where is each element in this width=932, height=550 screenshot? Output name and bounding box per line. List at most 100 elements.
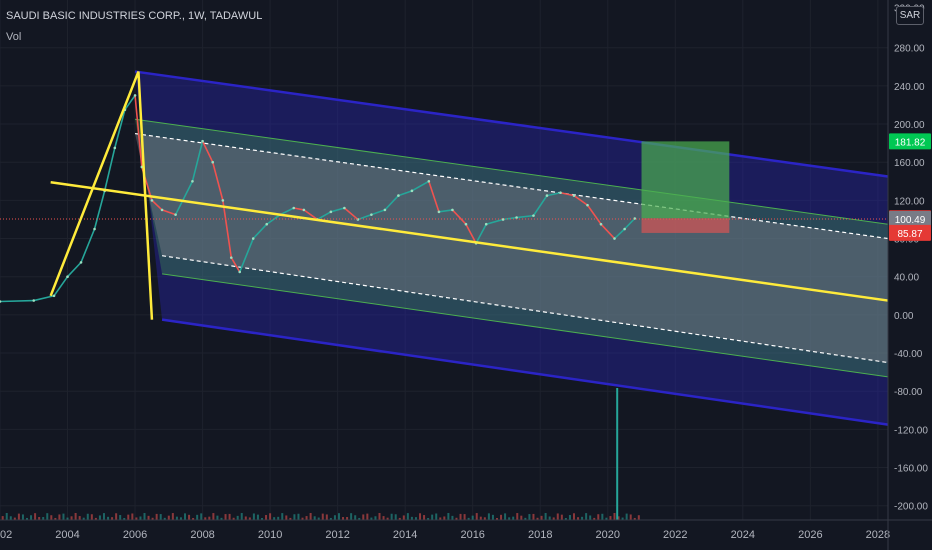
price-tag-box [889, 224, 931, 241]
price-point [160, 208, 164, 212]
volume-bar [524, 517, 527, 520]
inner-channel-lower-line [161, 273, 889, 378]
volume-bar [236, 515, 239, 520]
price-point [599, 222, 603, 226]
y-tick-label: 200.00 [894, 120, 925, 131]
x-tick-label: 2022 [663, 529, 687, 541]
volume-bar [495, 517, 498, 520]
volume-bar [516, 513, 519, 520]
volume-bar [508, 517, 511, 520]
volume-bar [167, 515, 170, 520]
inner-channel-upper-line [134, 118, 889, 225]
price-point [251, 237, 255, 240]
volume-bar [366, 513, 369, 520]
price-segment [475, 223, 487, 244]
price-point [586, 203, 589, 207]
trend-drawings [0, 71, 889, 320]
volume-bar [281, 513, 284, 520]
price-point [464, 222, 468, 226]
volume-bar [260, 517, 263, 520]
volume-bar [350, 513, 353, 520]
volume-bar [224, 514, 227, 520]
x-tick-label: 2016 [460, 529, 484, 541]
volume-bar [451, 515, 454, 520]
volume-bar [131, 513, 134, 520]
currency-button[interactable]: SAR [896, 6, 924, 25]
volume-bar [382, 516, 385, 520]
x-tick-label: 2014 [393, 529, 417, 541]
volume-bar [337, 513, 340, 520]
y-tick-label: 160.00 [894, 158, 925, 169]
volume-bar [232, 517, 235, 520]
volume-bar [70, 516, 73, 520]
price-segment [161, 209, 176, 216]
volume-bar [471, 515, 474, 520]
volume-bar [66, 517, 69, 520]
volume-bar [560, 514, 563, 520]
y-tick-label: -200.00 [894, 502, 928, 513]
volume-bar [143, 513, 146, 520]
price-segment [174, 180, 194, 216]
volume-bar [589, 515, 592, 520]
volume-bar [305, 516, 308, 520]
volume-bar [301, 517, 304, 520]
volume-bar [228, 513, 231, 520]
volume-bar [455, 517, 458, 520]
x-axis: 2002 2004 2006 2008 2010 2012 2014 2016 2018 2020… [0, 519, 932, 541]
volume-bar [593, 517, 596, 520]
volume-bar [633, 517, 636, 520]
volume-bar [216, 515, 219, 520]
price-segment [201, 140, 214, 163]
volume-bar [289, 517, 292, 520]
price-point [221, 199, 225, 202]
volume-bar [329, 517, 332, 520]
volume-bar [200, 513, 203, 520]
price-point [302, 208, 306, 212]
volume-bar [528, 514, 531, 520]
price-segment [438, 209, 453, 213]
volume-bar [54, 517, 57, 520]
chart-grid [0, 0, 888, 520]
volume-bar [50, 515, 53, 520]
volume-bar [1, 516, 4, 520]
volume-bar [390, 513, 393, 520]
volume-bar [5, 513, 8, 520]
price-point [343, 206, 346, 210]
volume-bar [540, 515, 543, 520]
x-tick-label: 2006 [123, 529, 147, 541]
volume-bar [581, 516, 584, 520]
volume-bar [107, 516, 110, 520]
volume-bar [94, 517, 97, 520]
volume-bar [256, 514, 259, 520]
volume-bar [25, 517, 28, 520]
volume-bar [46, 513, 49, 520]
volume-bar [123, 517, 126, 520]
price-segment [613, 228, 626, 240]
price-tag-label: 85.87 [897, 229, 922, 240]
volume-bar [556, 513, 559, 520]
price-segment [93, 190, 106, 230]
volume-bar [431, 514, 434, 520]
volume-bar [102, 513, 105, 520]
volume-bar [58, 514, 61, 520]
volume-bar [625, 513, 628, 520]
volume-bar [119, 515, 122, 520]
volume-bar [220, 517, 223, 520]
volume-bar [459, 513, 462, 520]
x-tick-label: 2024 [731, 529, 755, 541]
price-point [501, 218, 505, 221]
outer-channel-upper-line [134, 70, 889, 178]
price-segment [485, 218, 504, 225]
volume-bar [605, 517, 608, 520]
price-segment [191, 141, 204, 182]
price-segment [238, 238, 254, 273]
volume-bar [252, 513, 255, 520]
volume-bar [147, 515, 150, 520]
volume-bar [17, 513, 20, 520]
volume-bar [74, 513, 77, 520]
volume-bar [86, 513, 89, 520]
volume-bar [358, 517, 361, 520]
price-segment [316, 211, 332, 221]
